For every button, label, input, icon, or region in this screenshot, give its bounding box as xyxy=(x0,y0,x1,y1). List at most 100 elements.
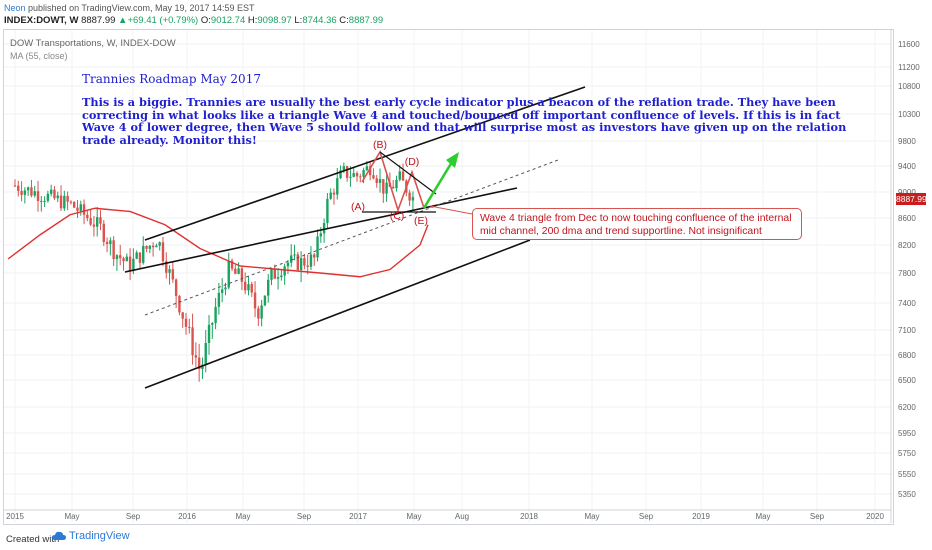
y-tick-label: 5950 xyxy=(898,429,916,438)
candle-body xyxy=(326,198,329,224)
candle xyxy=(267,274,270,303)
candle-body xyxy=(96,217,99,227)
y-tick-label: 7800 xyxy=(898,269,916,278)
candle xyxy=(161,236,165,267)
projection-arrow-shaft xyxy=(422,161,454,209)
candle-body xyxy=(398,171,401,180)
candle-body xyxy=(270,269,273,280)
candle-body xyxy=(145,245,148,249)
candle xyxy=(188,318,191,334)
candle-body xyxy=(119,255,122,259)
candle xyxy=(352,167,355,178)
ohlc-line: INDEX:DOWT, W 8887.99 ▲+69.41 (+0.79%) O… xyxy=(4,15,383,26)
candle xyxy=(306,254,309,275)
candle xyxy=(46,190,50,203)
candle xyxy=(401,163,405,181)
candle-body xyxy=(368,166,372,176)
candle xyxy=(56,191,59,203)
candle xyxy=(316,229,319,262)
candle-body xyxy=(194,355,198,358)
x-tick-label: 2020 xyxy=(866,512,884,521)
candle-body xyxy=(109,240,112,245)
candle xyxy=(296,251,300,272)
candle xyxy=(253,281,257,318)
candle-body xyxy=(345,166,349,178)
candle-body xyxy=(401,171,405,181)
candle-body xyxy=(306,265,309,267)
candle-body xyxy=(82,204,86,215)
candle-body xyxy=(267,279,270,296)
annotation-title: Trannies Roadmap May 2017 xyxy=(82,72,261,86)
candle xyxy=(309,246,313,271)
symbol-label: INDEX:DOWT, W xyxy=(4,15,79,26)
open-value: 9012.74 xyxy=(210,15,246,26)
candle-body xyxy=(161,242,165,262)
candle xyxy=(178,295,181,316)
x-tick-label: May xyxy=(584,512,599,521)
wave-label: (C) xyxy=(390,210,405,222)
candle xyxy=(230,258,234,272)
chart-frame[interactable] xyxy=(3,29,894,525)
candle xyxy=(332,188,336,205)
candle-body xyxy=(332,192,336,195)
triangle-upper xyxy=(379,151,437,195)
candle xyxy=(109,237,112,256)
candle-body xyxy=(40,200,43,202)
candle xyxy=(214,297,217,330)
candle xyxy=(138,252,142,270)
candle-body xyxy=(257,308,260,319)
candle-body xyxy=(359,176,362,178)
x-tick-label: 2016 xyxy=(178,512,196,521)
candle xyxy=(329,188,332,200)
candle xyxy=(276,268,280,290)
candle xyxy=(20,181,23,202)
candle-body xyxy=(36,191,40,201)
candle xyxy=(227,252,230,290)
grid xyxy=(4,30,891,523)
candle xyxy=(49,184,53,197)
candle-body xyxy=(309,254,313,267)
author-link[interactable]: Neon xyxy=(4,3,26,13)
candle xyxy=(165,252,168,279)
candle xyxy=(372,168,375,180)
candle xyxy=(13,179,17,187)
candle xyxy=(322,218,326,243)
ma-line xyxy=(7,207,429,278)
candle-body xyxy=(49,189,53,194)
candle-body xyxy=(72,202,76,208)
candle-body xyxy=(76,207,79,211)
chart-legend-ma[interactable]: MA (55, close) xyxy=(10,51,68,61)
candle xyxy=(201,357,204,379)
axes: 11600 11200 10800 10300 9800 9400 9000 8600 8200… xyxy=(4,30,921,523)
candle xyxy=(36,180,40,212)
y-tick-label: 11600 xyxy=(898,40,920,49)
candle xyxy=(102,220,105,247)
candle xyxy=(197,343,201,382)
candle-body xyxy=(349,176,352,178)
tradingview-link[interactable]: TradingView xyxy=(52,530,130,542)
candle xyxy=(145,245,148,253)
candle xyxy=(89,209,92,227)
candle-body xyxy=(155,245,158,248)
candle xyxy=(220,278,224,303)
tradingview-brand: TradingView xyxy=(69,530,130,542)
x-tick-label: 2017 xyxy=(349,512,367,521)
candle-body xyxy=(92,224,96,227)
close-label: C: xyxy=(339,15,349,26)
candle xyxy=(119,244,122,266)
candle-body xyxy=(382,179,385,194)
candle-body xyxy=(63,195,66,209)
candle-body xyxy=(112,240,115,260)
y-tick-label: 10300 xyxy=(898,110,921,119)
candle xyxy=(92,215,96,237)
high-label: H: xyxy=(247,15,258,26)
candle-body xyxy=(165,261,168,273)
x-tick-label: Sep xyxy=(810,512,825,521)
candle xyxy=(237,262,240,275)
candle xyxy=(408,189,411,207)
candle xyxy=(76,200,79,219)
candle xyxy=(33,185,36,198)
candle xyxy=(86,209,89,222)
candle xyxy=(43,196,46,207)
